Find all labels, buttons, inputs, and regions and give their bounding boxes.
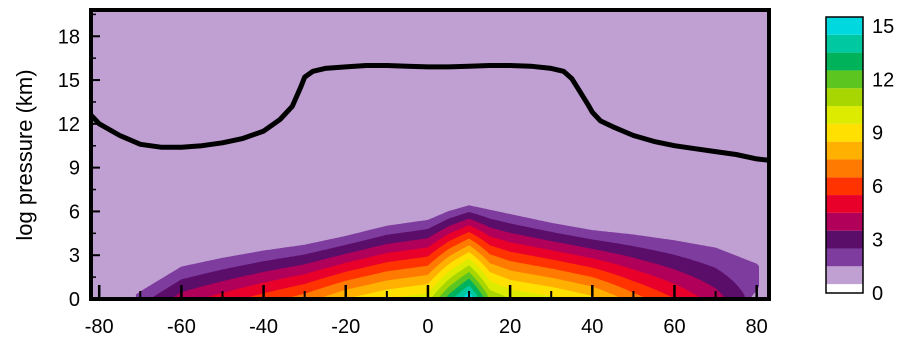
x-tick-label: 0 (422, 316, 433, 338)
colorbar-tick-label: 12 (872, 69, 894, 91)
x-tick-label: -40 (249, 316, 278, 338)
colorbar-swatch (826, 34, 863, 53)
x-tick-label: -20 (331, 316, 360, 338)
colorbar-frame (825, 16, 864, 294)
colorbar-swatch (826, 284, 863, 293)
colorbar-swatch (826, 106, 863, 124)
x-tick-label: 40 (581, 316, 603, 338)
x-tick-label: 80 (746, 316, 768, 338)
colorbar-swatch (826, 248, 863, 267)
x-tick-label: 60 (663, 316, 685, 338)
colorbar-swatch (826, 266, 863, 285)
colorbar-swatch (826, 123, 863, 142)
x-tick-label: -80 (85, 316, 114, 338)
y-tick-label: 0 (69, 289, 80, 311)
colorbar-tick-label: 9 (872, 123, 883, 145)
colorbar-swatch (826, 17, 863, 35)
colorbar-swatch (826, 52, 863, 71)
plot-frame (89, 8, 771, 301)
colorbar-swatch (826, 212, 863, 231)
y-tick-label: 18 (58, 26, 80, 48)
colorbar-swatch (826, 159, 863, 178)
colorbar-tick-label: 3 (872, 230, 883, 252)
y-tick-label: 9 (69, 158, 80, 180)
colorbar-swatch (826, 141, 863, 160)
colorbar-tick-label: 0 (872, 283, 883, 305)
x-tick-label: -60 (167, 316, 196, 338)
filled-contours (91, 10, 769, 299)
colorbar-tick-label: 6 (872, 176, 883, 198)
colorbar-tick-label: 15 (872, 16, 894, 38)
x-tick-label: 20 (499, 316, 521, 338)
y-tick-label: 3 (69, 245, 80, 267)
colorbar: 0 3 6 9 12 15 (825, 16, 894, 305)
colorbar-swatch (826, 177, 863, 196)
y-tick-label: 6 (69, 201, 80, 223)
colorbar-swatch (826, 195, 863, 213)
plot-area (89, 8, 771, 301)
y-axis-title: log pressure (km) (12, 69, 37, 240)
y-tick-label: 15 (58, 70, 80, 92)
y-tick-label: 12 (58, 114, 80, 136)
colorbar-swatch (826, 230, 863, 249)
colorbar-swatch (826, 70, 863, 89)
y-tick-labels: 0 3 6 9 12 15 18 (58, 26, 80, 311)
colorbar-swatch (826, 88, 863, 107)
x-tick-labels: -80 -60 -40 -20 0 20 40 60 80 (85, 316, 768, 338)
contour-line (91, 63, 769, 163)
